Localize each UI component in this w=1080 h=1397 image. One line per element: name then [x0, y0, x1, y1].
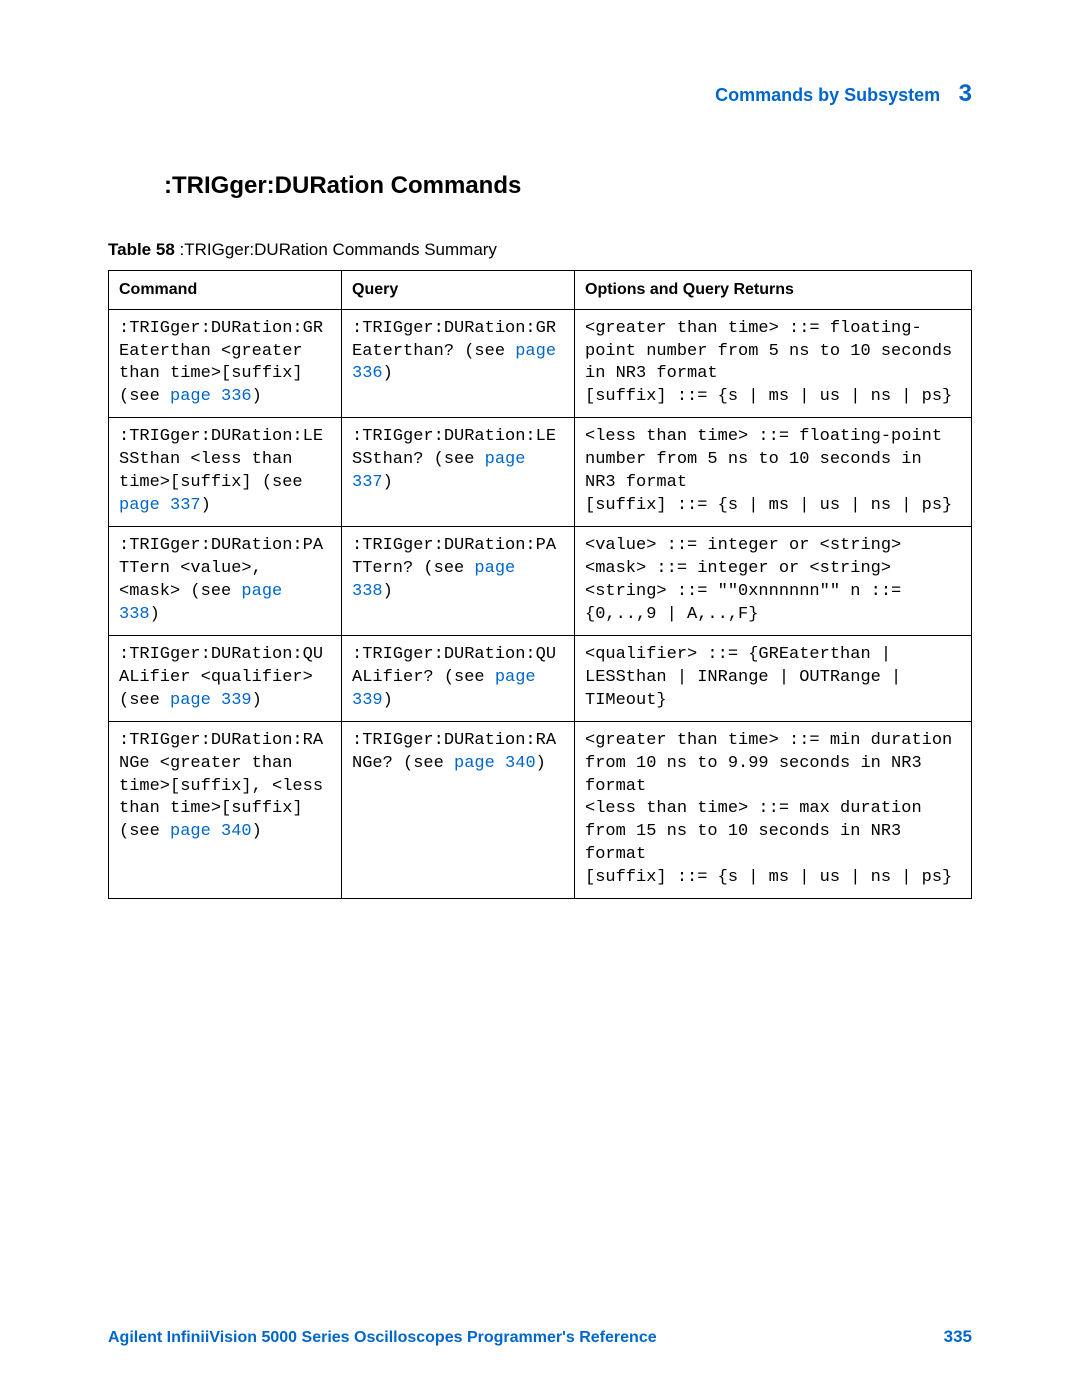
query-cell: :TRIGger:DURation:QUALifier? (see page 3… — [342, 635, 575, 721]
table-header-row: Command Query Options and Query Returns — [109, 271, 972, 310]
options-cell: <value> ::= integer or <string> <mask> :… — [575, 527, 972, 636]
page-link[interactable]: page 340 — [454, 754, 536, 773]
command-cell: :TRIGger:DURation:GREaterthan <greater t… — [109, 309, 342, 418]
command-cell: :TRIGger:DURation:RANGe <greater than ti… — [109, 721, 342, 899]
table-row: :TRIGger:DURation:QUALifier <qualifier> … — [109, 635, 972, 721]
query-cell: :TRIGger:DURation:PATTern? (see page 338… — [342, 527, 575, 636]
table-row: :TRIGger:DURation:RANGe <greater than ti… — [109, 721, 972, 899]
col-header-command: Command — [109, 271, 342, 310]
col-header-query: Query — [342, 271, 575, 310]
options-cell: <qualifier> ::= {GREaterthan | LESSthan … — [575, 635, 972, 721]
page-link[interactable]: page 338 — [119, 582, 282, 624]
options-cell: <greater than time> ::= min duration fro… — [575, 721, 972, 899]
query-cell: :TRIGger:DURation:LESSthan? (see page 33… — [342, 418, 575, 527]
page-link[interactable]: page 336 — [170, 387, 252, 406]
page-link[interactable]: page 339 — [170, 691, 252, 710]
page-link[interactable]: page 338 — [352, 559, 515, 601]
chapter-number: 3 — [959, 80, 972, 107]
page-header: Commands by Subsystem 3 — [108, 80, 972, 108]
command-cell: :TRIGger:DURation:QUALifier <qualifier> … — [109, 635, 342, 721]
page-footer: Agilent InfiniiVision 5000 Series Oscill… — [108, 1327, 972, 1347]
footer-title: Agilent InfiniiVision 5000 Series Oscill… — [108, 1329, 657, 1347]
page-link[interactable]: page 337 — [352, 450, 525, 492]
commands-table: Command Query Options and Query Returns … — [108, 270, 972, 899]
options-cell: <less than time> ::= floating-point numb… — [575, 418, 972, 527]
breadcrumb: Commands by Subsystem — [715, 85, 940, 105]
section-title: :TRIGger:DURation Commands — [164, 172, 972, 200]
page-link[interactable]: page 337 — [119, 496, 201, 515]
table-row: :TRIGger:DURation:GREaterthan <greater t… — [109, 309, 972, 418]
col-header-options: Options and Query Returns — [575, 271, 972, 310]
options-cell: <greater than time> ::= floating-point n… — [575, 309, 972, 418]
table-row: :TRIGger:DURation:PATTern <value>, <mask… — [109, 527, 972, 636]
page-link[interactable]: page 339 — [352, 668, 536, 710]
query-cell: :TRIGger:DURation:GREaterthan? (see page… — [342, 309, 575, 418]
command-cell: :TRIGger:DURation:PATTern <value>, <mask… — [109, 527, 342, 636]
page-link[interactable]: page 336 — [352, 342, 556, 384]
footer-page-number: 335 — [944, 1327, 972, 1347]
table-caption: Table 58 :TRIGger:DURation Commands Summ… — [108, 240, 972, 260]
query-cell: :TRIGger:DURation:RANGe? (see page 340) — [342, 721, 575, 899]
table-caption-desc: :TRIGger:DURation Commands Summary — [180, 240, 497, 259]
page-link[interactable]: page 340 — [170, 822, 252, 841]
table-label: Table 58 — [108, 240, 175, 259]
command-cell: :TRIGger:DURation:LESSthan <less than ti… — [109, 418, 342, 527]
table-row: :TRIGger:DURation:LESSthan <less than ti… — [109, 418, 972, 527]
